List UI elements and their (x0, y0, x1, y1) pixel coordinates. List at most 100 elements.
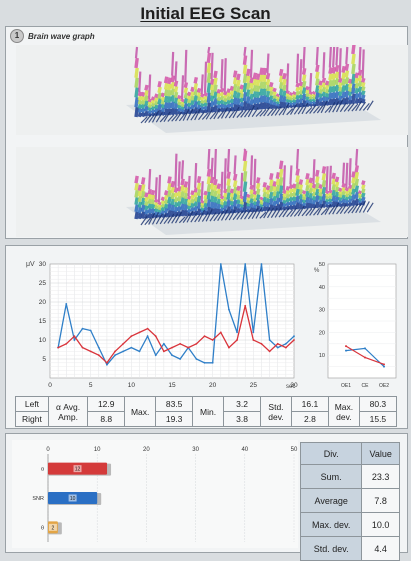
left-max: 83.5 (155, 396, 194, 412)
row-label: Max. dev. (299, 512, 363, 537)
data-point (73, 339, 76, 341)
wave-ridge (351, 103, 359, 112)
wave-strip (262, 67, 268, 110)
wave-strip (282, 72, 287, 109)
wave-strip (334, 46, 340, 106)
wave-ridge (320, 100, 328, 114)
data-point (154, 335, 157, 338)
wave-strip (315, 46, 320, 107)
data-point (57, 346, 60, 349)
x-tick-label: 0 (48, 382, 52, 389)
div-header: Div. (299, 442, 363, 465)
data-point (114, 354, 116, 357)
data-point (195, 342, 198, 345)
x-tick-label: CE (362, 383, 370, 389)
wave-strip (278, 68, 284, 109)
data-point (284, 346, 287, 349)
wave-strip (301, 190, 307, 210)
data-point (138, 350, 141, 353)
wave-strip (203, 190, 208, 216)
wave-ridge (228, 109, 236, 119)
wave-ridge (190, 212, 198, 223)
wave-ridge (148, 212, 156, 225)
x-tick-label: 15 (168, 382, 176, 389)
wave-ridge (313, 105, 320, 114)
data-point (364, 347, 366, 350)
wave-strip (311, 159, 317, 209)
wave-ridge (290, 207, 297, 217)
wave-strip (325, 166, 330, 209)
brain-wave-graph-1 (16, 45, 408, 135)
wave-ridge (140, 116, 148, 124)
wave-strip (186, 175, 192, 217)
wave-strip (255, 177, 261, 212)
wave-ridge (224, 210, 232, 221)
wave-ridge (236, 210, 244, 220)
wave-strip (315, 169, 320, 209)
wave-strip (134, 46, 139, 118)
data-point (276, 346, 279, 349)
x-unit-label: sec (286, 384, 295, 390)
wave-ridge (286, 209, 294, 218)
wave-ridge (313, 207, 320, 216)
wave-strip (341, 162, 346, 207)
wave-ridge (366, 202, 374, 213)
wave-ridge (263, 107, 271, 117)
wave-ridge (336, 206, 343, 215)
wave-strip (321, 52, 327, 107)
wave-strip (177, 161, 182, 217)
wave-ridge (301, 208, 309, 217)
wave-strip (193, 163, 198, 216)
wave-ridge (220, 107, 229, 119)
wave-strip (209, 52, 215, 113)
wave-strip (216, 88, 221, 113)
wave-strip (150, 96, 156, 117)
wave-strip (226, 148, 231, 214)
data-point (219, 263, 222, 265)
wave-strip (163, 76, 169, 116)
left-min: 3.2 (222, 396, 262, 412)
right-label: Right (15, 411, 49, 427)
x-tick-label: 5 (89, 382, 93, 389)
wave-ridge (324, 204, 332, 215)
y-tick-label: 30 (39, 261, 47, 268)
y-tick-label: 10 (319, 353, 325, 359)
wave-strip (219, 59, 225, 113)
wave-ridge (175, 111, 182, 122)
wave-strip (249, 155, 254, 213)
wave-strip (213, 148, 218, 215)
wave-ridge (224, 108, 232, 119)
stats-table: Left α Avg. Amp. 12.9 Max. 83.5 Min. 3.2 … (15, 396, 398, 427)
data-point (260, 263, 263, 265)
wave-strip (167, 77, 172, 116)
wave-ridge (236, 110, 244, 118)
amplitude-line-chart: μV sec 0 5 10 15 20 25 30 5 10 15 20 25 30 (26, 261, 298, 390)
wave-ridge (266, 207, 275, 219)
wave-ridge (247, 105, 255, 118)
wave-strip (259, 67, 264, 110)
wave-ridge (159, 214, 167, 225)
data-point (203, 361, 206, 364)
section-number-badge: 1 (10, 29, 24, 43)
wave-ridge (339, 204, 347, 215)
wave-ridge (355, 100, 363, 112)
x-tick-label: 10 (94, 447, 101, 453)
wave-strip (275, 171, 281, 211)
wave-ridge (163, 215, 171, 225)
wave-strip (255, 73, 261, 110)
wave-ridge (171, 213, 179, 224)
data-point (203, 335, 206, 338)
wave-strip (242, 46, 248, 111)
wave-ridge (151, 110, 160, 123)
wave-ridge (320, 207, 328, 216)
value-header: Value (361, 442, 400, 465)
wave-ridge (362, 201, 370, 213)
wave-strip (157, 81, 162, 116)
wave-ridge (270, 207, 278, 218)
wave-strip (334, 176, 340, 208)
wave-ridge (286, 108, 294, 116)
data-point (138, 331, 141, 334)
data-point (130, 346, 133, 349)
wave-strip (154, 93, 159, 117)
wave-strip (167, 176, 172, 218)
